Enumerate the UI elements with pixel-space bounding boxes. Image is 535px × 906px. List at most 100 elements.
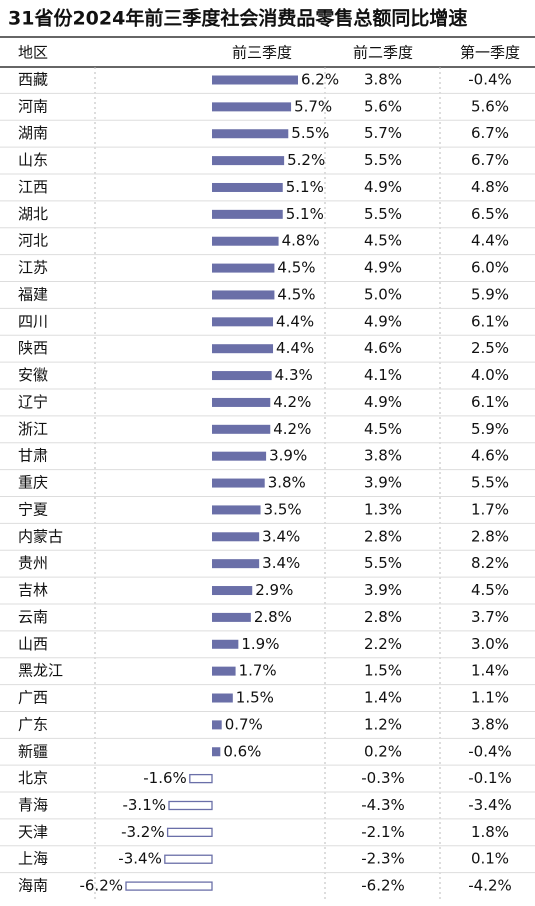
bar xyxy=(212,290,275,300)
value-label: 6.1% xyxy=(471,312,509,330)
bar xyxy=(212,263,275,273)
bar xyxy=(212,666,236,676)
value-label: -4.2% xyxy=(468,877,512,895)
value-label: 1.7% xyxy=(471,500,509,518)
value-label: 2.8% xyxy=(364,608,402,626)
value-label: -0.4% xyxy=(468,742,512,760)
value-label: 5.1% xyxy=(286,205,324,223)
value-label: 5.5% xyxy=(364,151,402,169)
bar xyxy=(212,75,298,85)
value-label: 6.7% xyxy=(471,151,509,169)
value-label: 4.9% xyxy=(364,259,402,277)
bar xyxy=(212,317,274,327)
value-label: 4.4% xyxy=(276,339,314,357)
value-label: 5.0% xyxy=(364,285,402,303)
value-label: 4.5% xyxy=(277,285,315,303)
bar xyxy=(212,532,260,542)
value-label: 4.0% xyxy=(471,366,509,384)
value-label: 5.7% xyxy=(294,97,332,115)
value-label: 3.5% xyxy=(264,500,302,518)
value-label: -6.2% xyxy=(361,877,405,895)
value-label: -0.4% xyxy=(468,71,512,89)
value-label: 1.2% xyxy=(364,715,402,733)
value-label: 4.8% xyxy=(282,232,320,250)
value-label: 4.5% xyxy=(471,581,509,599)
bar xyxy=(125,881,213,891)
bar xyxy=(164,854,213,864)
bar xyxy=(212,344,274,354)
value-label: 0.7% xyxy=(225,715,263,733)
value-label: 2.8% xyxy=(364,527,402,545)
value-label: -2.3% xyxy=(361,850,405,868)
category-label: 海南 xyxy=(18,877,48,895)
value-label: 1.5% xyxy=(236,689,274,707)
category-label: 北京 xyxy=(18,769,48,787)
category-label: 江西 xyxy=(18,178,48,196)
value-label: 1.1% xyxy=(471,689,509,707)
value-label: 2.9% xyxy=(255,581,293,599)
value-label: 4.9% xyxy=(364,312,402,330)
value-label: 0.6% xyxy=(223,742,261,760)
category-label: 湖南 xyxy=(18,124,48,142)
bar xyxy=(212,156,285,166)
value-label: 6.1% xyxy=(471,393,509,411)
value-label: 4.9% xyxy=(364,393,402,411)
value-label: 3.4% xyxy=(262,527,300,545)
chart-title: 31省份2024年前三季度社会消费品零售总额同比增速 xyxy=(8,7,467,30)
category-label: 宁夏 xyxy=(18,500,48,518)
value-label: 6.0% xyxy=(471,259,509,277)
value-label: 0.1% xyxy=(471,850,509,868)
value-label: 2.8% xyxy=(254,608,292,626)
value-label: 4.4% xyxy=(276,312,314,330)
category-label: 内蒙古 xyxy=(18,527,63,545)
value-label: 0.2% xyxy=(364,742,402,760)
category-label: 新疆 xyxy=(18,742,48,760)
bar xyxy=(212,478,265,488)
category-label: 江苏 xyxy=(18,259,48,277)
value-label: 4.8% xyxy=(471,178,509,196)
category-label: 广西 xyxy=(18,689,48,707)
value-label: 5.5% xyxy=(364,554,402,572)
value-label: 6.2% xyxy=(301,71,339,89)
value-label: 1.9% xyxy=(241,635,279,653)
value-label: 3.9% xyxy=(364,474,402,492)
bar xyxy=(212,182,283,192)
value-label: 3.8% xyxy=(471,715,509,733)
column-header: 前二季度 xyxy=(353,44,413,62)
value-label: 3.8% xyxy=(364,71,402,89)
value-label: 3.4% xyxy=(262,554,300,572)
category-label: 辽宁 xyxy=(18,393,48,411)
value-label: 4.6% xyxy=(471,447,509,465)
value-label: 1.8% xyxy=(471,823,509,841)
bar xyxy=(189,773,213,784)
category-label: 安徽 xyxy=(18,366,48,384)
value-label: 4.6% xyxy=(364,339,402,357)
category-label: 广东 xyxy=(18,715,48,733)
value-label: -1.6% xyxy=(143,769,187,787)
value-label: 1.3% xyxy=(364,500,402,518)
value-label: 3.9% xyxy=(269,447,307,465)
value-label: -3.1% xyxy=(122,796,166,814)
value-label: 5.5% xyxy=(364,205,402,223)
column-header: 地区 xyxy=(18,44,48,62)
value-label: 5.2% xyxy=(287,151,325,169)
value-label: -3.4% xyxy=(468,796,512,814)
value-label: 3.8% xyxy=(268,474,306,492)
value-label: 5.6% xyxy=(471,97,509,115)
value-label: 6.5% xyxy=(471,205,509,223)
category-label: 福建 xyxy=(18,285,48,303)
value-label: -4.3% xyxy=(361,796,405,814)
value-label: 1.5% xyxy=(364,662,402,680)
bar xyxy=(212,424,271,434)
value-label: 4.3% xyxy=(275,366,313,384)
bar xyxy=(212,559,260,569)
bar xyxy=(212,720,222,730)
value-label: 5.9% xyxy=(471,420,509,438)
category-label: 河南 xyxy=(18,97,48,115)
category-label: 青海 xyxy=(18,796,48,814)
category-label: 上海 xyxy=(18,850,48,868)
bar xyxy=(212,129,289,139)
value-label: 4.2% xyxy=(273,393,311,411)
value-label: 1.4% xyxy=(364,689,402,707)
value-label: 4.9% xyxy=(364,178,402,196)
